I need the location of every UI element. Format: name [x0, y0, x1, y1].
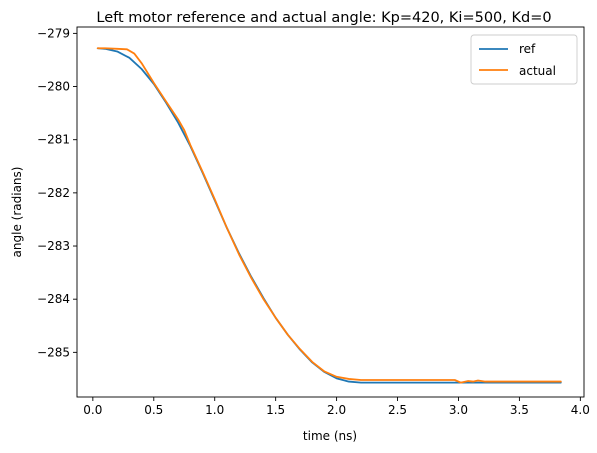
series-line-actual [96, 47, 562, 384]
y-tick-label: −283 [37, 239, 70, 253]
y-tick-label: −284 [37, 292, 70, 306]
legend: ref actual [470, 34, 578, 85]
x-tick-label: 3.5 [510, 403, 529, 417]
x-axis-label: time (ns) [303, 429, 357, 443]
x-tick-label: 0.0 [83, 403, 102, 417]
y-tick-label: −281 [37, 133, 70, 147]
y-tick-label: −285 [37, 345, 70, 359]
x-tick-label: 2.5 [388, 403, 407, 417]
y-tick-label: −282 [37, 186, 70, 200]
x-tick-label: 4.0 [571, 403, 590, 417]
y-tick-label: −280 [37, 80, 70, 94]
x-tick-label: 1.5 [266, 403, 285, 417]
legend-box [470, 34, 578, 85]
x-tick-label: 3.0 [449, 403, 468, 417]
series-layer [96, 47, 562, 384]
y-tick-label: −279 [37, 26, 70, 40]
x-axis: 0.0 0.5 1.0 1.5 2.0 2.5 3.0 3.5 4.0 [83, 397, 590, 417]
legend-label-actual: actual [519, 64, 556, 78]
x-tick-label: 1.0 [205, 403, 224, 417]
legend-label-ref: ref [519, 42, 536, 56]
chart-title: Left motor reference and actual angle: K… [96, 10, 551, 26]
x-tick-label: 2.0 [327, 403, 346, 417]
plot-frame [76, 26, 585, 398]
x-tick-label: 0.5 [144, 403, 163, 417]
y-axis: −279 −280 −281 −282 −283 −284 −285 [37, 26, 77, 359]
y-axis-label: angle (radians) [10, 167, 24, 258]
